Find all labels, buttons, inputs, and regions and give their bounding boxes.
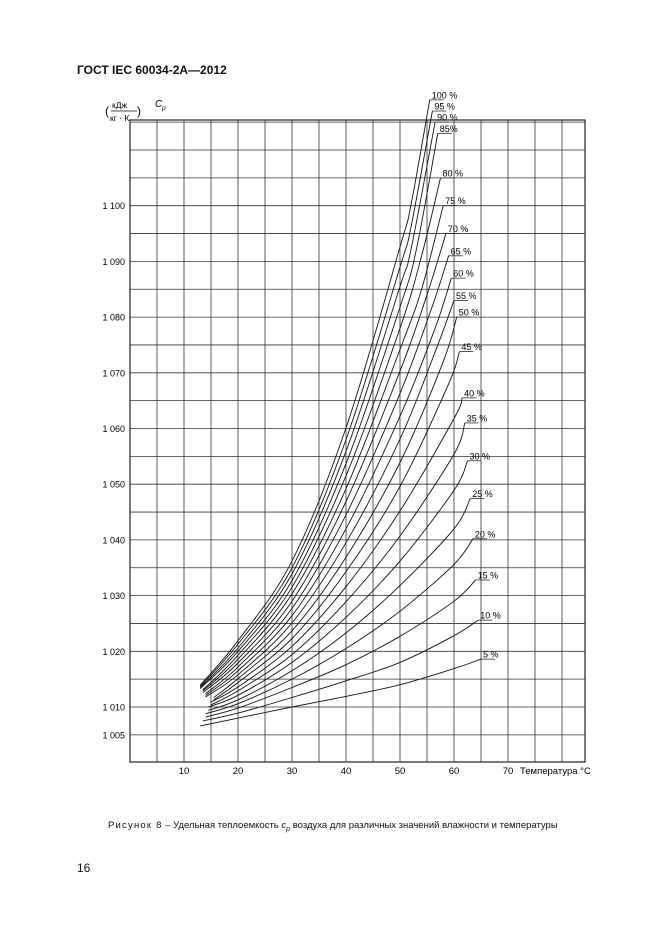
- y-tick-label: 1 005: [102, 730, 125, 740]
- y-tick-label: 1 100: [102, 201, 125, 211]
- series-label: 70 %: [448, 224, 469, 234]
- series-label: 40 %: [464, 388, 485, 398]
- y-tick-label: 1 060: [102, 424, 125, 434]
- caption-rest: воздуха для различных значений влажности…: [290, 820, 558, 831]
- series-line: [206, 256, 449, 694]
- series-label: 50 %: [459, 308, 480, 318]
- y-tick-label: 1 080: [102, 313, 125, 323]
- page-number: 16: [77, 861, 90, 875]
- x-tick-label: 10: [179, 766, 190, 777]
- series-line: [214, 352, 460, 700]
- x-tick-label: 20: [233, 766, 244, 777]
- y-unit-numerator: кДж: [112, 100, 127, 110]
- series-label: 90 %: [437, 113, 458, 123]
- y-unit-bracket-left: (: [105, 104, 109, 118]
- caption-text: – Удельная теплоемкость: [163, 820, 282, 831]
- series-label: 55 %: [456, 291, 477, 301]
- series-label: 85%: [440, 124, 458, 134]
- series-label: 5 %: [483, 650, 499, 660]
- y-symbol-subscript: p: [161, 105, 166, 112]
- figure-caption: Рисунок 8 – Удельная теплоемкость cp воз…: [108, 820, 558, 833]
- x-tick-label: 50: [395, 766, 406, 777]
- series-group: [200, 100, 481, 726]
- series-label: 20 %: [475, 529, 496, 539]
- series-line: [200, 100, 430, 685]
- series-label: 10 %: [480, 611, 501, 621]
- y-tick-label: 1 090: [102, 257, 125, 267]
- chart-grid: [130, 120, 585, 762]
- series-label: 35 %: [467, 413, 488, 423]
- series-label: 65 %: [451, 246, 472, 256]
- series-labels: 5 % 10 % 15 % 20 % 25 % 30 % 35 % 40 % 45 % 50 % 5…: [430, 90, 501, 659]
- x-tick-label: 70: [503, 766, 514, 777]
- series-line: [208, 499, 470, 711]
- series-line: [208, 461, 467, 707]
- y-unit-bracket-right: ): [137, 104, 141, 118]
- series-line: [206, 580, 476, 717]
- series-label: 75 %: [445, 196, 466, 206]
- figure-number: Рисунок 8: [108, 820, 163, 831]
- x-axis-ticks: 10 20 30 40 50 60 70: [179, 766, 514, 777]
- y-tick-label: 1 020: [102, 647, 125, 657]
- y-tick-label: 1 050: [102, 480, 125, 490]
- y-tick-label: 1 030: [102, 591, 125, 601]
- x-tick-label: 60: [449, 766, 460, 777]
- x-tick-label: 30: [287, 766, 298, 777]
- series-line: [206, 539, 473, 714]
- y-unit-denominator: кг · К: [110, 113, 129, 123]
- series-label: 80 %: [443, 168, 464, 178]
- series-label: 60 %: [453, 269, 474, 279]
- series-line: [203, 178, 441, 690]
- series-label: 25 %: [472, 489, 493, 499]
- y-axis-ticks: 1 005 1 010 1 020 1 030 1 040 1 050 1 060 1 070…: [102, 201, 125, 740]
- y-tick-label: 1 070: [102, 368, 125, 378]
- y-tick-label: 1 040: [102, 535, 125, 545]
- series-label: 95 %: [434, 102, 455, 112]
- series-label: 100 %: [432, 90, 458, 100]
- series-label: 15 %: [478, 571, 499, 581]
- series-label: 45 %: [461, 342, 482, 352]
- series-label: 30 %: [470, 451, 491, 461]
- x-axis-label: Температура °C: [520, 766, 591, 777]
- y-tick-label: 1 010: [102, 703, 125, 713]
- plot-frame: [130, 120, 585, 762]
- x-tick-label: 40: [341, 766, 352, 777]
